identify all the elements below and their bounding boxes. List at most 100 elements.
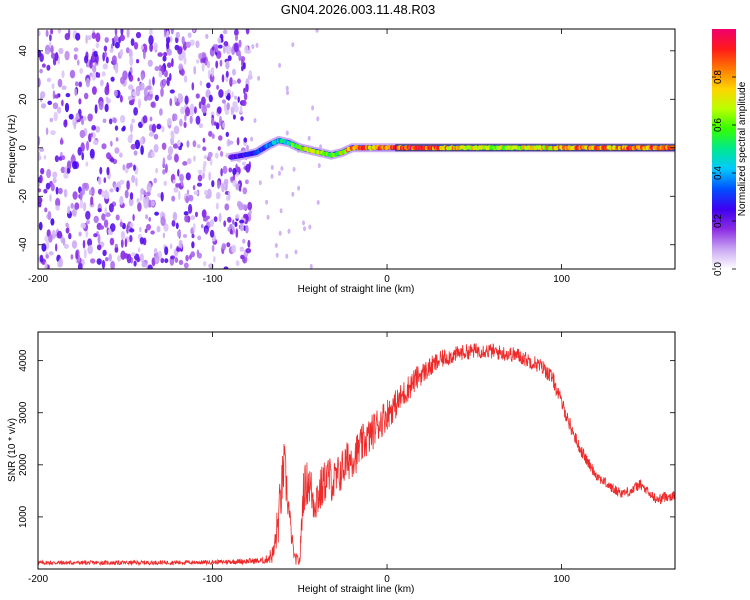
- spectrogram-noise-speckle: [203, 189, 208, 196]
- spectrogram-noise-speckle: [90, 132, 93, 138]
- spectrogram-noise-speckle: [195, 211, 198, 218]
- spectrogram-noise-speckle: [45, 127, 49, 135]
- spectrogram-noise-speckle: [191, 82, 195, 91]
- spectrogram-noise-speckle: [115, 214, 120, 221]
- spectrogram-noise-speckle: [128, 74, 134, 82]
- spectrogram-noise-speckle: [44, 207, 48, 213]
- spectrogram-frame: [37, 28, 676, 270]
- spectrogram-noise-speckle: [233, 104, 239, 113]
- spectrogram-noise-speckle: [223, 101, 227, 112]
- spectrogram-noise-speckle: [95, 32, 101, 43]
- spectrogram-noise-speckle: [122, 164, 126, 171]
- spectrogram-noise-speckle: [71, 209, 76, 217]
- spectrogram-noise-speckle: [114, 29, 118, 36]
- spectrogram-noise-speckle: [40, 167, 45, 175]
- spectrogram-noise-speckle: [90, 196, 94, 206]
- spectrogram-noise-speckle: [126, 224, 129, 234]
- spectrogram-signal-track: [227, 136, 675, 162]
- spectrogram-noise-speckle: [143, 87, 148, 98]
- spectrogram-noise-speckle: [98, 100, 104, 111]
- spectrogram-noise-speckle: [117, 255, 122, 262]
- spectrogram-noise-speckle: [93, 50, 98, 57]
- spectrogram-noise-speckle: [38, 196, 43, 204]
- spectrogram-noise-speckle: [164, 246, 169, 256]
- spectrogram-noise-speckle: [206, 60, 210, 69]
- spectrogram-noise-speckle: [154, 66, 160, 72]
- spectrogram-noise-speckle: [50, 52, 56, 59]
- spectrogram-noise-speckle: [157, 52, 163, 57]
- spectrogram-noise-speckle: [115, 137, 119, 142]
- spectrogram-noise-speckle: [275, 252, 279, 258]
- spectrogram-noise-speckle: [202, 146, 207, 151]
- spectrogram-noise-speckle: [146, 85, 152, 91]
- spectrogram-noise-speckle: [104, 51, 107, 58]
- spectrogram-noise-speckle: [177, 139, 181, 147]
- spectrogram-noise-speckle: [106, 166, 110, 176]
- spectrogram-noise-speckle: [91, 71, 97, 81]
- spectrogram-noise-speckle: [45, 254, 49, 259]
- spectrogram-noise-speckle: [225, 61, 230, 69]
- spectrogram-noise-speckle: [217, 44, 223, 49]
- spectrogram-noise-speckle: [54, 52, 59, 61]
- spectrogram-noise-speckle: [38, 188, 42, 193]
- spectrogram-noise-speckle: [119, 179, 125, 185]
- spectrogram-noise-speckle: [180, 106, 186, 115]
- spectrogram-noise-speckle: [119, 95, 123, 103]
- colorbar-ticks: 0.0 0.2 0.4 0.6 0.8: [712, 70, 736, 276]
- spectrogram-noise-speckle: [140, 73, 144, 81]
- spectrogram-noise-speckle: [105, 257, 109, 262]
- spectrogram-noise-speckle: [235, 228, 239, 239]
- spectrogram-noise-speckle: [278, 62, 282, 68]
- spectrogram-noise-speckle: [183, 121, 187, 128]
- spectrogram-noise-speckle: [162, 169, 166, 175]
- spectrogram-noise-speckle: [99, 225, 105, 230]
- spectrogram-noise-speckle: [196, 144, 201, 149]
- spectrogram-noise-speckle: [83, 248, 87, 259]
- spectrogram-noise-speckle: [193, 106, 197, 114]
- colorbar-tick-label: 0.0: [713, 262, 724, 276]
- spectrogram-noise-speckle: [197, 169, 203, 175]
- spectrogram-noise-speckle: [104, 37, 109, 43]
- spectrogram-noise-speckle: [108, 203, 114, 213]
- spectrogram-noise-speckle: [238, 202, 244, 211]
- spectrogram-noise-speckle: [61, 99, 64, 107]
- spectrogram-noise-speckle: [85, 34, 88, 44]
- spectrogram-noise-speckle: [108, 253, 112, 262]
- spectrogram-noise-speckle: [149, 29, 153, 37]
- spectrogram-noise-speckle: [232, 173, 236, 181]
- colorbar-tick-label: 0.4: [713, 166, 724, 180]
- spectrogram-noise-speckle: [243, 137, 248, 143]
- spectrogram-noise-speckle: [137, 98, 142, 109]
- spectrogram-noise-speckle: [220, 168, 223, 177]
- spectrogram-noise-speckle: [169, 35, 173, 43]
- spectrogram-noise-speckle: [124, 189, 129, 199]
- spectrogram-noise-speckle: [85, 210, 91, 220]
- spectrogram-noise-speckle: [94, 104, 98, 114]
- spectrogram-noise-speckle: [238, 185, 242, 192]
- spectrogram-noise-speckle: [112, 117, 117, 124]
- spectrogram-noise-speckle: [170, 29, 174, 35]
- spectrogram-noise-speckle: [136, 198, 140, 204]
- spectrogram-noise-speckle: [81, 152, 84, 161]
- spectrogram-noise-speckle: [155, 167, 159, 174]
- spectrogram-noise-speckle: [162, 232, 166, 239]
- snr-y-tick-label: 3000: [18, 401, 29, 424]
- spectrogram-noise-speckle: [245, 83, 249, 93]
- spectrogram-noise-speckle: [209, 219, 214, 227]
- spectrogram-noise-speckle: [143, 49, 146, 60]
- spectrogram-noise-speckle: [65, 222, 69, 228]
- spectrogram-noise-speckle: [224, 203, 230, 211]
- spectrogram-noise-speckle: [119, 152, 123, 158]
- spectrogram-noise-speckle: [217, 146, 221, 151]
- spectrogram-noise-speckle: [197, 174, 203, 182]
- spectrogram-noise-speckle: [234, 95, 238, 100]
- spectrogram-noise-speckle: [244, 45, 249, 54]
- spectrogram-noise-speckle: [223, 220, 227, 227]
- spectrogram-noise-speckle: [57, 29, 61, 34]
- spectrogram-noise-speckle: [119, 34, 126, 42]
- signal-track-cell: [672, 145, 675, 150]
- spectrogram-noise-speckle: [239, 223, 244, 232]
- spectrogram-noise-speckle: [91, 125, 96, 131]
- spectrogram-noise-speckle: [132, 214, 135, 221]
- spectrogram-noise-speckle: [227, 216, 232, 223]
